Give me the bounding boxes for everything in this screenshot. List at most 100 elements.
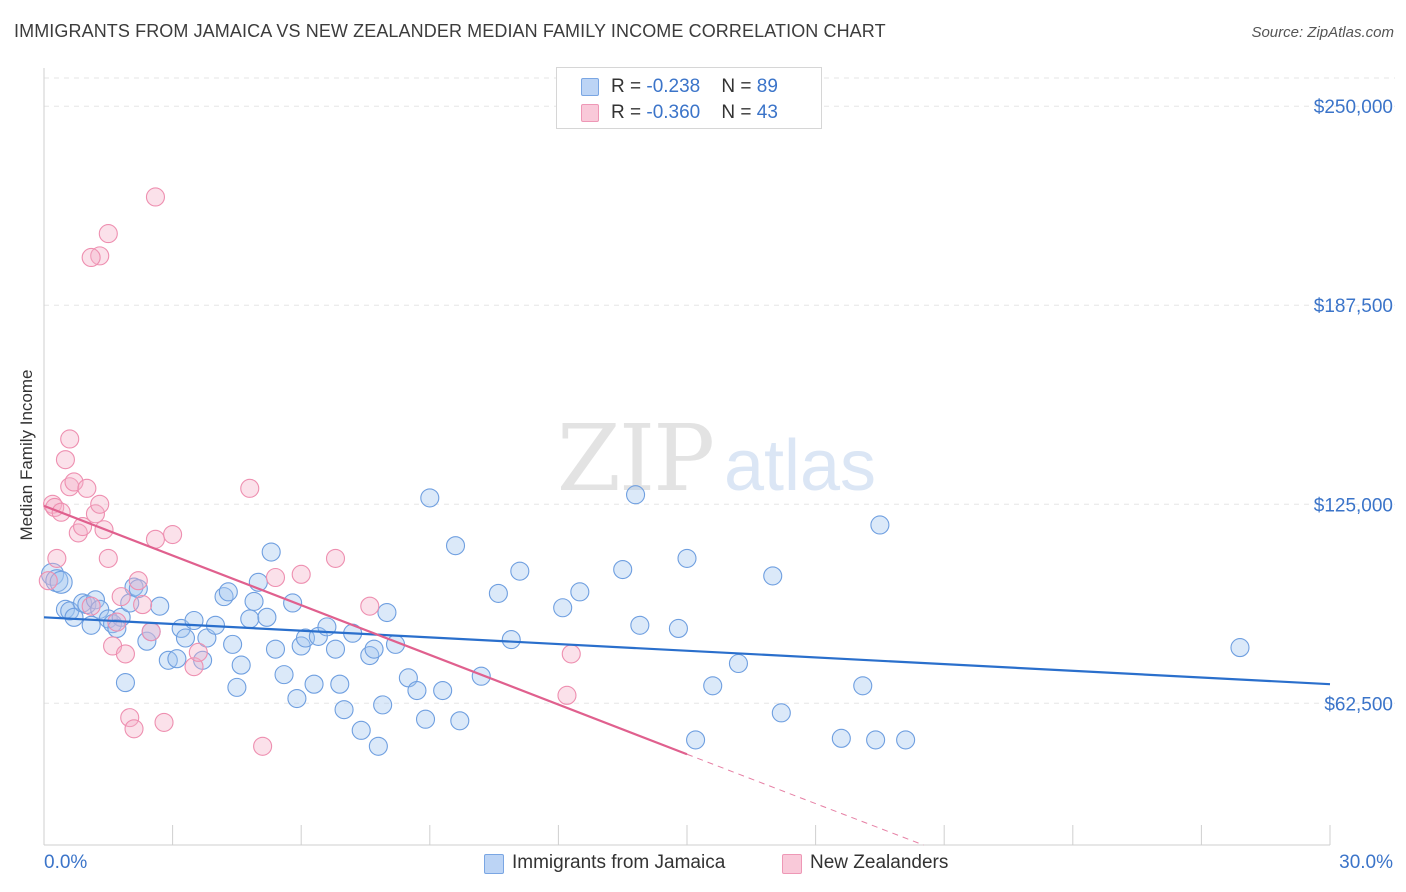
point-new-zealanders	[111, 587, 131, 607]
point-new-zealanders	[240, 478, 260, 498]
point-new-zealanders	[115, 644, 135, 664]
point-new-zealanders	[163, 524, 183, 545]
point-new-zealanders	[265, 567, 286, 588]
legend-label-jamaica: Immigrants from Jamaica	[512, 852, 726, 873]
point-jamaica	[265, 639, 286, 659]
point-new-zealanders	[154, 712, 174, 732]
n-value-jamaica: 89	[756, 76, 778, 97]
point-new-zealanders	[253, 736, 273, 756]
point-jamaica	[488, 583, 508, 603]
trend-lines	[43, 504, 1331, 846]
point-jamaica	[471, 666, 491, 686]
point-jamaica	[728, 653, 748, 674]
point-new-zealanders	[81, 596, 101, 616]
trend-line-jamaica	[43, 616, 1331, 686]
point-jamaica	[415, 709, 436, 729]
point-new-zealanders	[557, 685, 577, 705]
point-new-zealanders	[81, 247, 101, 268]
watermark-zip: ZIP	[557, 405, 713, 512]
point-jamaica	[870, 515, 890, 535]
point-new-zealanders	[128, 571, 148, 591]
point-new-zealanders	[90, 494, 110, 514]
point-jamaica	[218, 582, 238, 602]
point-new-zealanders	[325, 548, 346, 568]
point-new-zealanders	[47, 548, 67, 568]
y-tick-label: $125,000	[1314, 495, 1393, 516]
point-jamaica	[257, 607, 277, 627]
chart-title: IMMIGRANTS FROM JAMAICA VS NEW ZEALANDER…	[14, 21, 886, 41]
point-jamaica	[703, 676, 723, 696]
watermark: ZIP atlas	[557, 405, 876, 512]
point-jamaica	[137, 631, 157, 651]
trend-line-new-zealanders	[43, 504, 688, 756]
axes	[43, 68, 1331, 846]
point-new-zealanders	[141, 622, 161, 642]
point-jamaica	[184, 610, 204, 631]
n-label: N =	[721, 76, 757, 97]
point-new-zealanders	[98, 224, 118, 244]
point-jamaica	[501, 630, 521, 650]
series-jamaica-points	[41, 485, 1250, 756]
point-new-zealanders	[55, 450, 75, 470]
point-jamaica	[896, 730, 916, 750]
point-jamaica	[771, 703, 791, 723]
point-jamaica	[351, 720, 371, 740]
point-jamaica	[49, 570, 73, 594]
point-jamaica	[334, 700, 354, 720]
point-new-zealanders	[85, 504, 105, 524]
legend-label-new-zealanders: New Zealanders	[810, 852, 949, 873]
point-jamaica	[686, 730, 706, 750]
tick-labels: $250,000 $187,500 $125,000 $62,500 0.0% 30.0%	[44, 97, 1393, 873]
grid	[44, 77, 1395, 704]
point-new-zealanders	[188, 642, 208, 662]
point-jamaica	[853, 676, 873, 696]
y-tick-label: $62,500	[1324, 694, 1393, 715]
point-jamaica	[377, 602, 397, 623]
point-jamaica	[231, 655, 251, 675]
stats-text-new-zealanders: R = -0.360 N = 43	[611, 102, 778, 124]
y-tick-label: $250,000	[1314, 97, 1393, 118]
point-jamaica	[167, 649, 187, 669]
point-jamaica	[677, 548, 697, 568]
legend-swatch-jamaica	[581, 78, 599, 96]
x-tick-label-left: 0.0%	[44, 852, 87, 873]
r-label: R =	[611, 102, 647, 123]
point-new-zealanders	[124, 719, 144, 739]
point-jamaica	[304, 674, 324, 694]
point-jamaica	[450, 711, 470, 731]
n-label: N =	[721, 102, 757, 123]
point-jamaica	[330, 674, 350, 694]
n-value-new-zealanders: 43	[756, 102, 778, 123]
point-new-zealanders	[145, 187, 166, 207]
point-jamaica	[115, 673, 135, 693]
point-jamaica	[227, 677, 247, 697]
r-value-jamaica: -0.238	[646, 76, 701, 97]
point-jamaica	[630, 615, 650, 635]
point-new-zealanders	[77, 478, 97, 498]
r-label: R =	[611, 76, 647, 97]
series-new-zealanders-points	[38, 187, 581, 756]
point-new-zealanders	[184, 657, 204, 677]
point-jamaica	[244, 591, 264, 611]
source-label: Source: ZipAtlas.com	[1251, 24, 1394, 41]
point-new-zealanders	[561, 644, 581, 664]
point-jamaica	[668, 618, 688, 639]
point-jamaica	[325, 639, 346, 659]
point-jamaica	[287, 688, 307, 709]
point-jamaica	[763, 566, 783, 586]
point-jamaica	[128, 579, 148, 599]
point-jamaica	[373, 695, 393, 715]
legend-swatch-new-zealanders	[581, 104, 599, 122]
point-new-zealanders	[38, 571, 58, 591]
point-jamaica	[831, 728, 851, 748]
point-jamaica	[175, 628, 196, 648]
legend-swatch-new-zealanders	[782, 854, 802, 874]
trend-line-new-zealanders-extension	[686, 753, 924, 846]
point-jamaica	[433, 681, 453, 701]
point-jamaica	[150, 596, 170, 616]
point-jamaica	[261, 542, 281, 562]
r-value-new-zealanders: -0.360	[646, 102, 701, 123]
point-jamaica	[364, 639, 384, 659]
point-jamaica	[553, 598, 573, 618]
point-jamaica	[510, 561, 530, 581]
